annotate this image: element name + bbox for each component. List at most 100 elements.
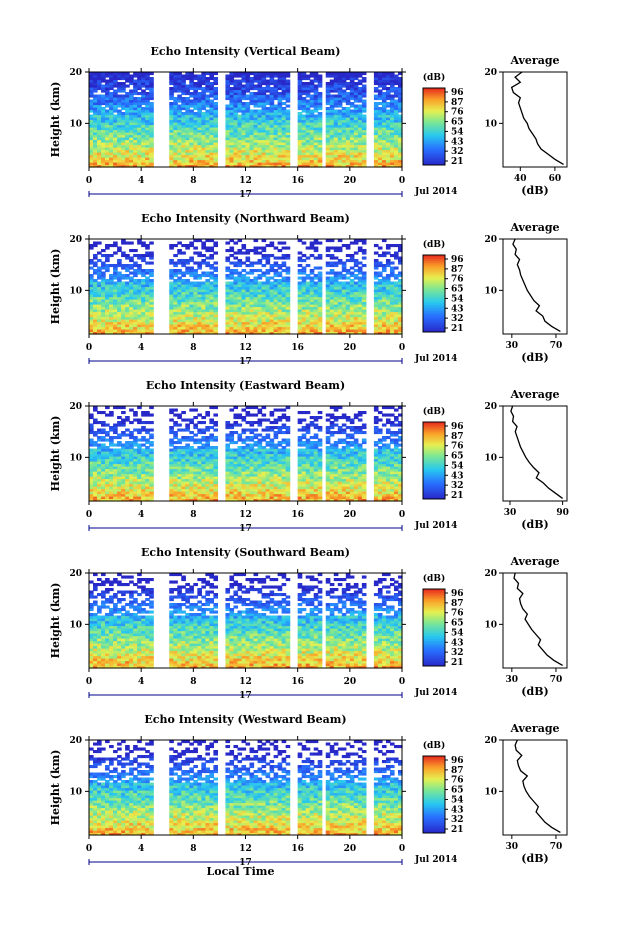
heatmap-cell	[325, 107, 331, 111]
heatmap-cell	[125, 124, 130, 128]
heatmap-cell	[233, 251, 239, 255]
heatmap-cell	[225, 97, 231, 101]
heatmap-cell	[197, 87, 202, 91]
heatmap-cell	[121, 99, 126, 103]
heatmap-cell	[209, 152, 214, 156]
heatmap-cell	[349, 102, 355, 106]
heatmap-cell	[113, 251, 118, 255]
heatmap-cell	[201, 139, 206, 143]
heatmap-cell	[209, 92, 214, 96]
heatmap-cell	[269, 164, 275, 168]
heatmap-cell	[361, 256, 367, 260]
heatmap-cell	[181, 137, 186, 141]
heatmap-cell	[241, 164, 247, 168]
heatmap-cell	[189, 144, 194, 148]
heatmap-cell	[121, 127, 126, 131]
heatmap-cell	[117, 127, 122, 131]
heatmap-cell	[257, 269, 263, 273]
heatmap-cell	[197, 99, 202, 103]
heatmap-cell	[129, 132, 134, 136]
heatmap-cell	[189, 132, 194, 136]
heatmap-cell	[117, 246, 122, 250]
heatmap-cell	[225, 107, 231, 111]
heatmap-cell	[133, 124, 138, 128]
heatmap-cell	[137, 443, 142, 447]
heatmap-cell	[101, 421, 106, 425]
heatmap-cell	[133, 152, 138, 156]
heatmap-cell	[129, 82, 134, 86]
heatmap-cell	[141, 102, 146, 106]
heatmap-cell	[113, 117, 118, 121]
heatmap-cell	[305, 281, 311, 285]
heatmap-cell	[169, 122, 174, 126]
heatmap-cell	[185, 164, 190, 168]
heatmap-cell	[193, 152, 198, 156]
heatmap-cell	[129, 74, 134, 78]
heatmap-cell	[89, 137, 94, 141]
heatmap-cell	[377, 107, 383, 111]
heatmap-cell	[173, 164, 178, 168]
heatmap-cell	[265, 97, 271, 101]
heatmap-cell	[105, 122, 110, 126]
heatmap-cell	[97, 97, 102, 101]
heatmap-cell	[125, 114, 130, 118]
heatmap-cell	[101, 411, 106, 415]
heatmap-cell	[181, 244, 186, 248]
heatmap-cell	[125, 77, 130, 81]
heatmap-cell	[257, 164, 263, 168]
heatmap-cell	[141, 99, 146, 103]
heatmap-cell	[233, 152, 239, 156]
heatmap-cell	[193, 261, 198, 265]
x-tick-label: 0	[86, 343, 92, 353]
heatmap-cell	[233, 137, 239, 141]
heatmap-cell	[105, 147, 110, 151]
heatmap-cell	[129, 99, 134, 103]
heatmap-cell	[201, 92, 206, 96]
heatmap-cell	[137, 112, 142, 116]
heatmap-cell	[237, 109, 243, 113]
heatmap-cell	[129, 112, 134, 116]
heatmap-cell	[177, 82, 182, 86]
heatmap-cell	[101, 142, 106, 146]
heatmap-cell	[197, 261, 202, 265]
heatmap-cells	[89, 406, 403, 502]
heatmap-cell	[181, 87, 186, 91]
heatmap-cell	[257, 119, 263, 123]
heatmap-cell	[125, 109, 130, 113]
heatmap-cell	[149, 149, 154, 153]
heatmap-cell	[169, 82, 174, 86]
heatmap-cell	[113, 159, 118, 163]
heatmap-cell	[181, 152, 186, 156]
heatmap-cell	[117, 441, 122, 445]
heatmap-cell	[229, 97, 235, 101]
heatmap-cell	[141, 421, 146, 425]
heatmap-cell	[129, 159, 134, 163]
heatmap-cell	[261, 72, 267, 76]
heatmap-cell	[129, 129, 134, 133]
heatmap-cell	[185, 132, 190, 136]
heatmap-cell	[141, 114, 146, 118]
heatmap-cell	[105, 109, 110, 113]
heatmap-cell	[349, 241, 355, 245]
heatmap-cell	[181, 127, 186, 131]
heatmap-cell	[129, 142, 134, 146]
heatmap-cell	[101, 271, 106, 275]
heatmap-cell	[241, 119, 247, 123]
heatmap-cell	[237, 144, 243, 148]
heatmap-cell	[117, 104, 122, 108]
heatmap-cell	[141, 142, 146, 146]
heatmap-cell	[97, 104, 102, 108]
heatmap-cell	[121, 134, 126, 138]
heatmap-cell	[197, 132, 202, 136]
heatmap-cell	[353, 269, 359, 273]
heatmap-cell	[201, 152, 206, 156]
heatmap-cell	[233, 134, 239, 138]
heatmap-cell	[273, 74, 279, 78]
heatmap-cell	[205, 132, 210, 136]
heatmap-cell	[173, 134, 178, 138]
heatmap-cell	[177, 159, 182, 163]
heatmap-cell	[201, 129, 206, 133]
heatmap-cell	[241, 127, 247, 131]
heatmap-cell	[225, 139, 231, 143]
heatmap-cell	[89, 244, 94, 248]
